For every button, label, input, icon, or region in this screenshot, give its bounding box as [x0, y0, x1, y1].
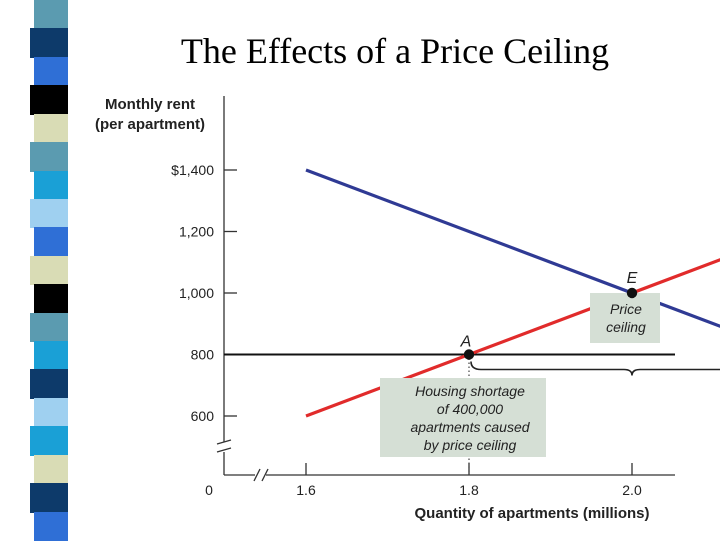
sidebar-tile [30, 85, 68, 115]
sidebar-tile [30, 198, 68, 229]
slide-title: The Effects of a Price Ceiling [180, 31, 610, 71]
shortage-annotation-box [380, 378, 546, 457]
y-axis-break-mark [216, 439, 232, 445]
x-tick-label: 2.0 [622, 482, 642, 498]
x-tick-label: 1.6 [296, 482, 316, 498]
sidebar-tile [30, 28, 68, 58]
point-a [463, 349, 475, 360]
origin-label: 0 [205, 482, 213, 498]
point-e [626, 287, 638, 299]
price-ceiling-annotation-text: ceiling [606, 319, 646, 335]
x-axis-label: Quantity of apartments (millions) [414, 505, 649, 522]
shortage-annotation-text: Housing shortage [415, 383, 525, 399]
sidebar-tile [34, 227, 68, 257]
shortage-brace [470, 361, 720, 376]
sidebar-tile [30, 426, 68, 456]
sidebar-tile [34, 113, 68, 144]
sidebar-tile [34, 454, 68, 485]
y-tick-label: 600 [191, 408, 215, 424]
sidebar-tile [34, 511, 68, 541]
decorative-sidebar [0, 0, 68, 541]
sidebar-tile [34, 56, 68, 87]
x-tick-label: 1.8 [459, 482, 479, 498]
sidebar-tile [30, 142, 68, 172]
y-tick-label: 800 [191, 347, 215, 363]
y-axis-label-line1: Monthly rent [105, 96, 195, 113]
shortage-annotation-text: of 400,000 [437, 401, 503, 417]
sidebar-tile [34, 397, 68, 428]
y-axis-break-mark [216, 447, 232, 453]
price-ceiling-annotation-box [590, 293, 660, 343]
shortage-annotation-text: by price ceiling [424, 437, 517, 453]
sidebar-tile [30, 312, 68, 343]
y-tick-label: $1,400 [171, 162, 214, 178]
price-ceiling-annotation-text: Price [610, 301, 642, 317]
sidebar-tile [30, 483, 68, 513]
sidebar-tile [30, 369, 68, 399]
x-axis-break-mark [253, 468, 261, 482]
y-axis-label-line2: (per apartment) [95, 116, 205, 133]
point-label-a: A [460, 334, 472, 351]
sidebar-tile [34, 284, 68, 314]
sidebar-tile [30, 255, 68, 286]
x-axis-break-mark [261, 468, 269, 482]
sidebar-tile [34, 170, 68, 200]
point-label-e: E [627, 270, 638, 287]
y-tick-label: 1,000 [179, 285, 214, 301]
y-tick-label: 1,200 [179, 224, 214, 240]
sidebar-tile [34, 341, 68, 371]
sidebar-tile [34, 0, 68, 30]
shortage-annotation-text: apartments caused [410, 419, 530, 435]
